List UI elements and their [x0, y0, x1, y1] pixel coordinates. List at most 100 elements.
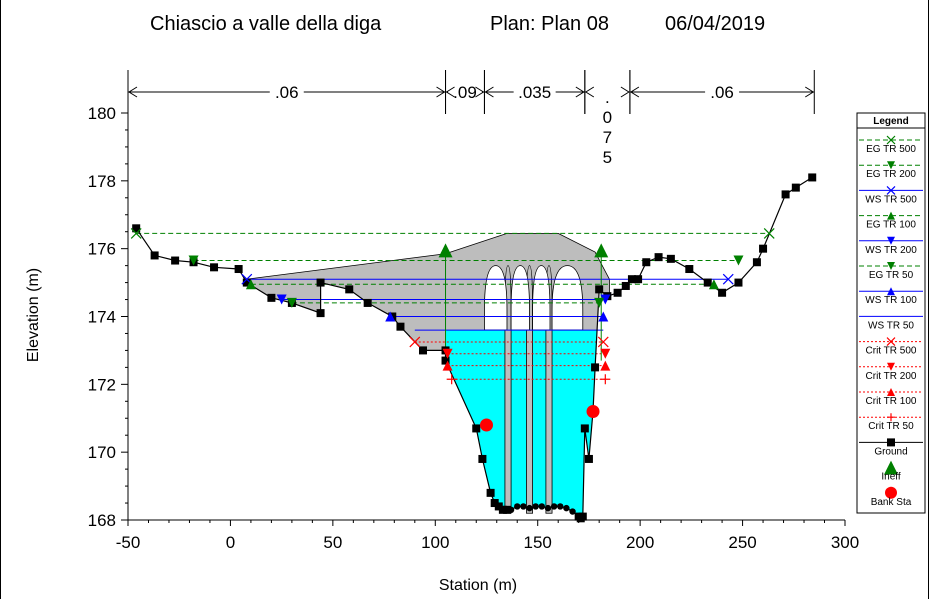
y-tick-label: 180: [88, 104, 116, 123]
legend-entry-eg-tr-50-marker: [887, 262, 895, 270]
manning-label: .035: [518, 83, 551, 102]
ground-point: [759, 244, 768, 253]
profile-marker-eg-tr-100: [708, 279, 719, 290]
manning-n-layer: .06 .09 .035.075 .06: [127, 70, 815, 167]
manning-arrow: [484, 86, 494, 98]
axes-layer: -50 0 50 100 150 200 250 3001681701721741761781…: [88, 104, 860, 552]
y-tick-label: 178: [88, 172, 116, 191]
legend-title: Legend: [873, 116, 909, 127]
y-tick-label: 168: [88, 511, 116, 530]
ground-point: [486, 488, 495, 497]
ground-point: [595, 285, 604, 294]
manning-arrow: [575, 86, 585, 98]
legend-entry-eg-tr-50-label: EG TR 50: [869, 270, 914, 281]
ground-point: [526, 504, 533, 512]
legend-entry-ineff-marker: [884, 460, 898, 475]
legend-entry-ws-tr-200-marker: [887, 236, 895, 245]
legend-entry-eg-tr-500-marker: [886, 135, 896, 145]
manning-label: .06: [275, 83, 299, 102]
x-tick-label: 250: [728, 533, 756, 552]
ground-point: [685, 265, 694, 274]
ground-point: [234, 265, 243, 274]
ground-point: [808, 173, 817, 182]
legend-entry-crit-tr-50-marker: [887, 413, 895, 422]
profile-marker-eg-tr-500: [763, 227, 775, 239]
fill-layer: [246, 233, 610, 520]
ineff-marker: [438, 243, 453, 258]
ground-point: [441, 356, 450, 365]
x-tick-label: 50: [323, 533, 342, 552]
profile-marker-ws-tr-100: [598, 311, 609, 322]
ground-point: [532, 503, 539, 510]
ground-point: [171, 256, 180, 265]
y-axis-label: Elevation (m): [25, 268, 42, 362]
y-tick-label: 170: [88, 443, 116, 462]
legend-entry-ws-tr-200-label: WS TR 200: [865, 245, 917, 256]
profile-marker-crit-tr-50: [446, 374, 457, 385]
profile-marker-crit-tr-50: [600, 374, 611, 385]
profile-marker-eg-tr-100: [245, 279, 256, 290]
bank-sta-marker: [586, 404, 600, 418]
profile-marker-ws-tr-100: [385, 311, 396, 322]
legend-entry-crit-tr-500-label: Crit TR 500: [866, 346, 917, 357]
ground-point: [578, 512, 587, 521]
legend-entry-crit-tr-500-marker: [886, 337, 896, 347]
chart-title-plan: Plan: Plan 08: [490, 13, 609, 35]
ground-point: [781, 190, 790, 199]
ground-point: [613, 288, 622, 297]
profile-marker-crit-tr-200: [600, 348, 611, 359]
y-tick-label: 172: [88, 375, 116, 394]
manning-arrow: [629, 86, 640, 98]
manning-label: 0: [603, 108, 612, 127]
ground-point: [520, 503, 527, 510]
bridge-opening: [551, 265, 584, 331]
chart-title-river: Chiascio a valle della diga: [150, 13, 382, 35]
manning-arrow: [620, 86, 630, 98]
x-tick-label: 0: [226, 533, 235, 552]
legend-entry-crit-tr-50-label: Crit TR 50: [868, 421, 914, 432]
profile-marker-eg-tr-200: [188, 255, 199, 266]
profile-lines-layer: [136, 232, 770, 380]
profile-marker-crit-tr-200: [442, 348, 453, 359]
manning-arrow: [475, 86, 485, 98]
legend-entry-crit-tr-100-label: Crit TR 100: [866, 396, 917, 407]
legend-entry-ws-tr-100-label: WS TR 100: [865, 295, 917, 306]
legend-entry-eg-tr-200-marker: [887, 161, 895, 170]
manning-label: 7: [603, 128, 612, 147]
profile-marker-eg-tr-50: [286, 297, 297, 308]
legend-entry-ws-tr-100-marker: [887, 287, 895, 296]
manning-arrow: [584, 86, 595, 98]
ground-point: [538, 503, 546, 510]
manning-arrow: [436, 86, 446, 98]
legend-entry-eg-tr-200-label: EG TR 200: [866, 169, 916, 180]
ground-point: [316, 309, 325, 318]
ground-point: [345, 285, 354, 294]
legend-entry-crit-tr-200-marker: [887, 362, 895, 371]
profile-marker-eg-tr-50: [594, 297, 605, 308]
manning-label: 5: [603, 148, 612, 167]
bridge-opening: [510, 265, 530, 331]
manning-arrow: [445, 86, 455, 98]
y-tick-label: 174: [88, 308, 116, 327]
legend-entry-eg-tr-100-marker: [887, 211, 895, 220]
x-tick-label: -50: [116, 533, 141, 552]
x-tick-label: 100: [421, 533, 449, 552]
x-tick-label: 150: [524, 533, 552, 552]
ground-point: [396, 322, 405, 331]
ground-point: [514, 503, 521, 510]
ground-point: [544, 504, 552, 512]
ground-point: [621, 281, 630, 290]
profile-marker-ws-tr-200: [276, 294, 287, 305]
ground-point: [654, 253, 663, 262]
ground-point: [703, 278, 712, 287]
legend-entry-ws-tr-50-label: WS TR 50: [868, 320, 914, 331]
profile-marker-eg-tr-200: [733, 255, 744, 266]
ground-point: [363, 298, 372, 307]
ground-point: [502, 505, 511, 514]
x-tick-label: 200: [626, 533, 654, 552]
ground-point: [210, 263, 219, 272]
legend-entry-eg-tr-500-label: EG TR 500: [866, 144, 916, 155]
ground-point: [418, 346, 427, 355]
profile-marker-crit-tr-500: [597, 336, 609, 348]
